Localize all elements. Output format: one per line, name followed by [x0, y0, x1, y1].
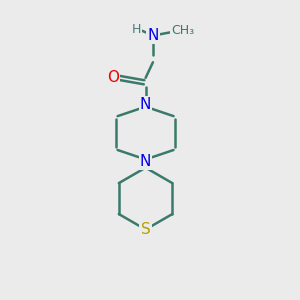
Text: O: O	[107, 70, 119, 86]
Text: N: N	[140, 154, 151, 169]
Text: N: N	[140, 97, 151, 112]
Text: CH₃: CH₃	[171, 24, 194, 37]
Text: H: H	[132, 23, 141, 36]
Text: S: S	[141, 222, 151, 237]
Text: N: N	[147, 28, 159, 43]
